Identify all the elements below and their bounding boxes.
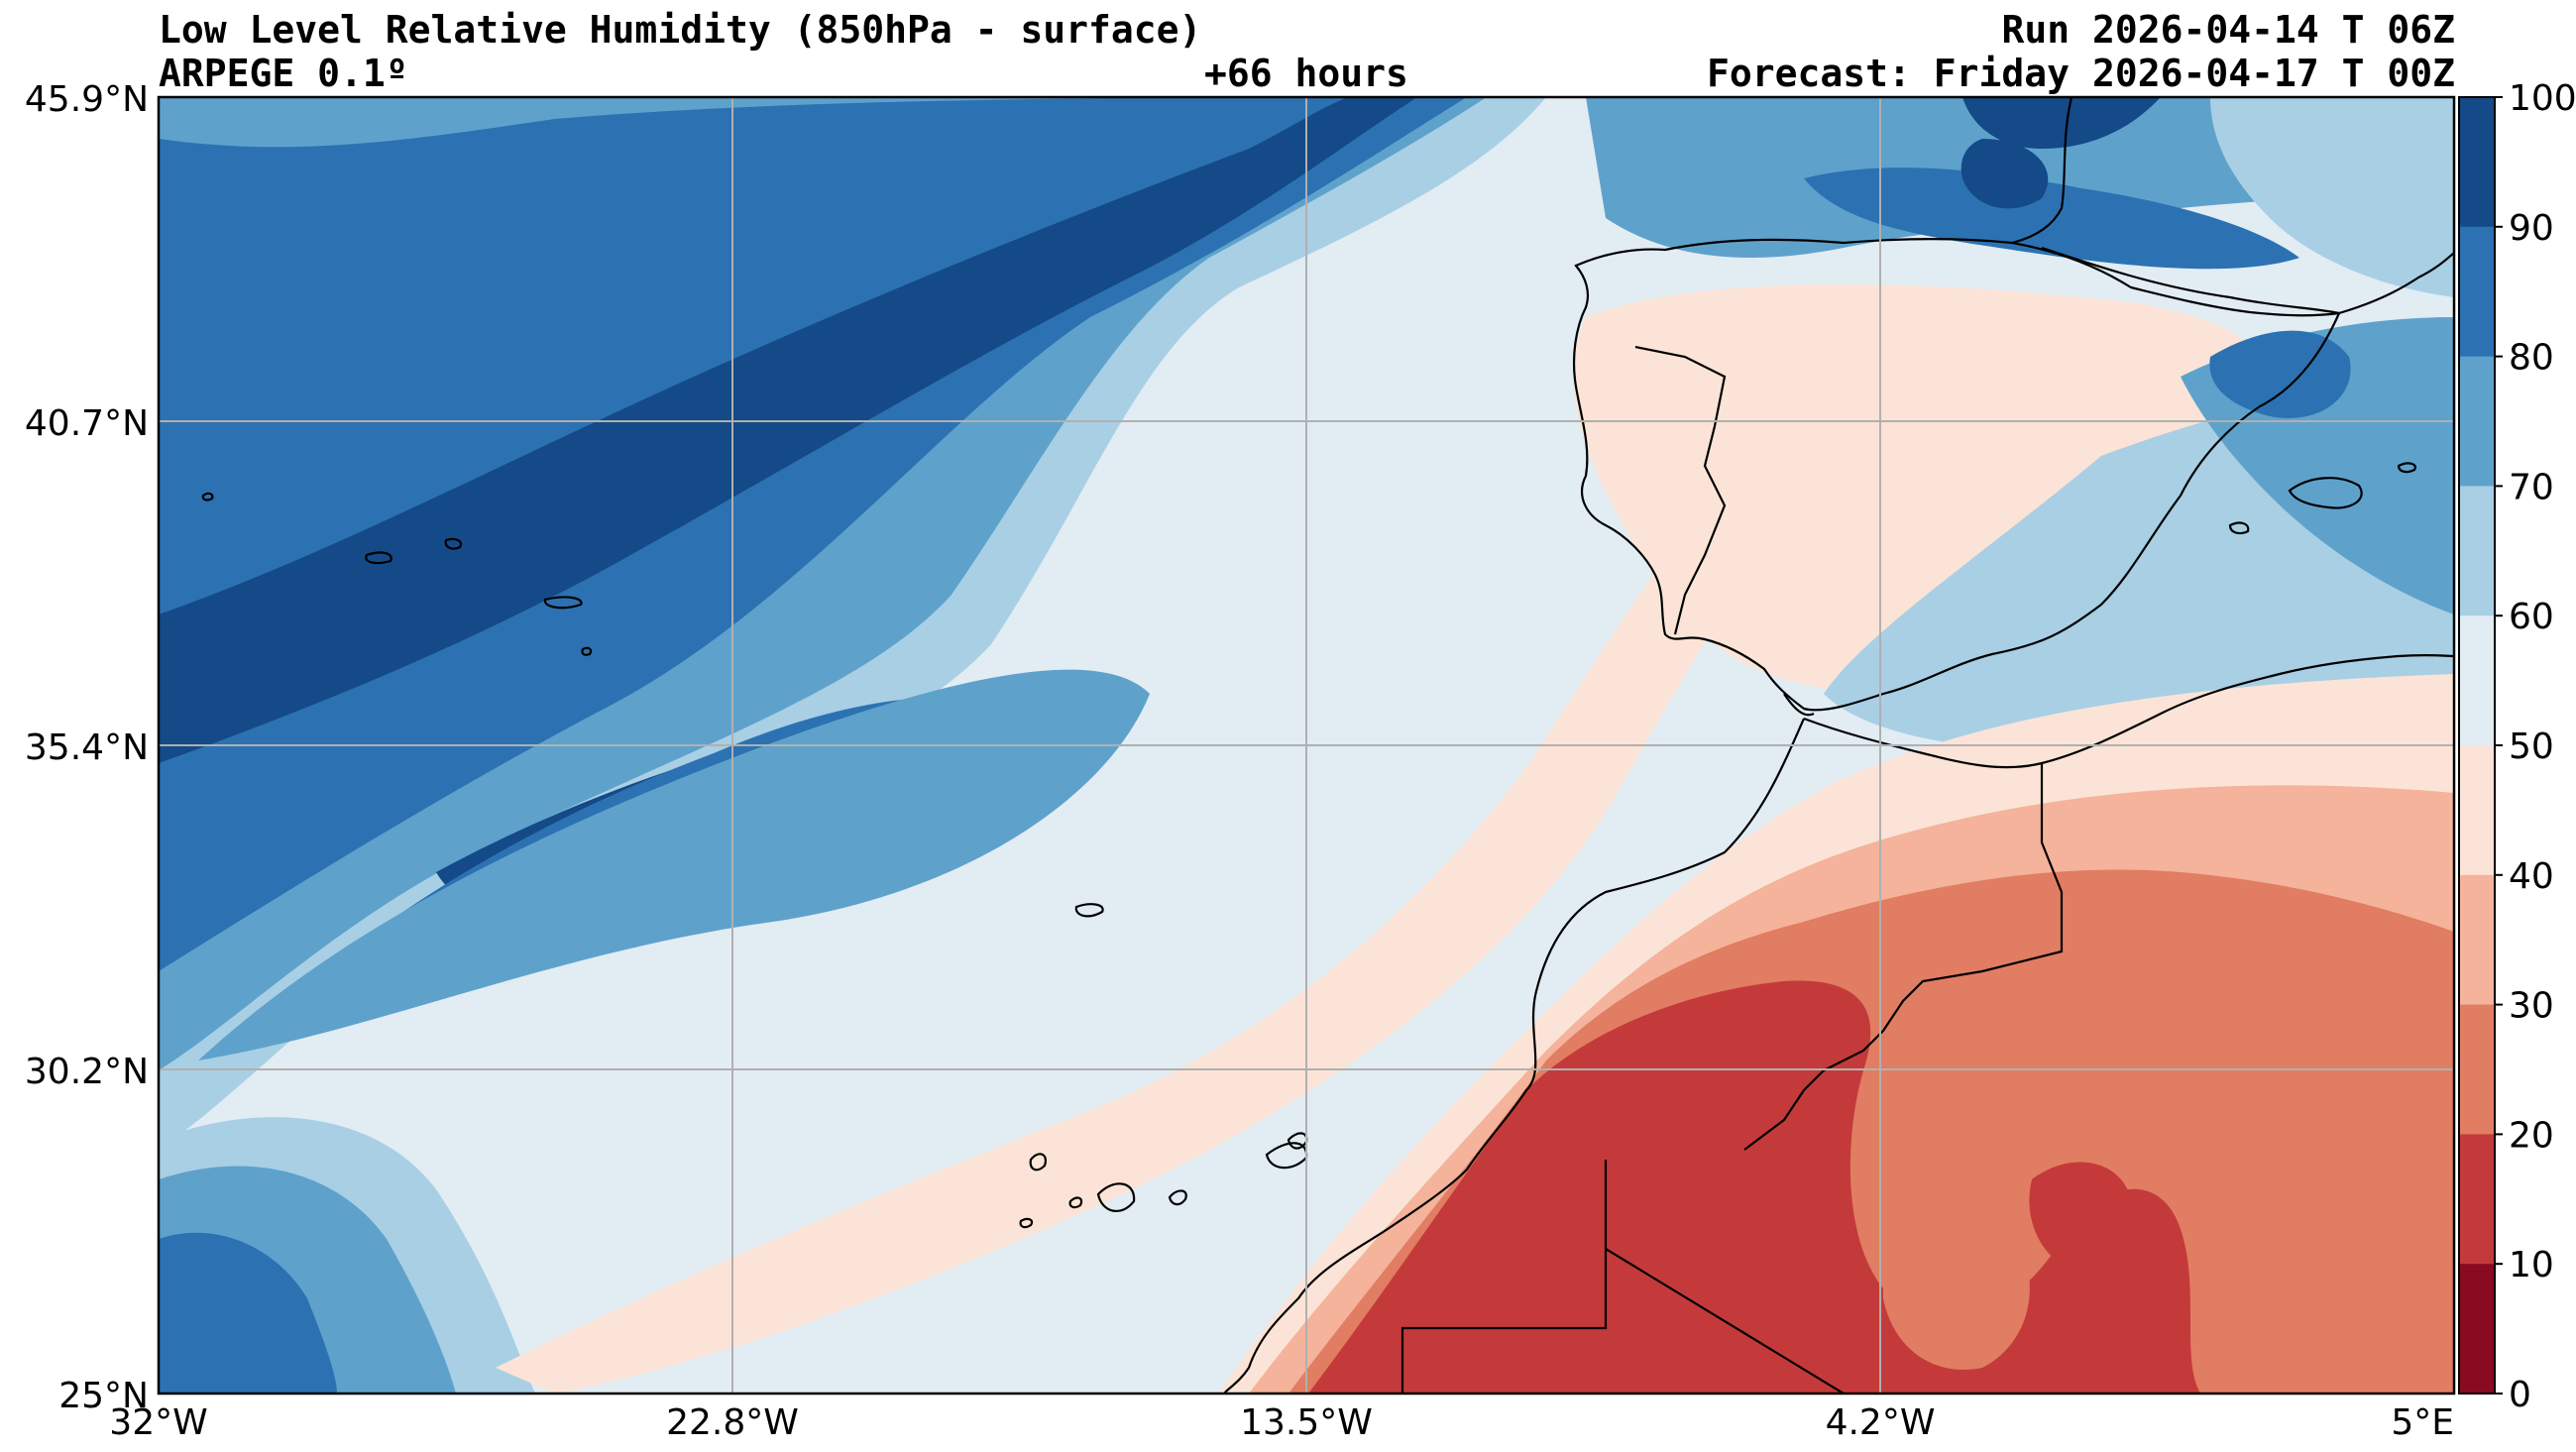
lon-tick-4: 4.2°W xyxy=(1826,1402,1936,1443)
portugal-border xyxy=(1634,345,1727,635)
azores-1 xyxy=(365,551,392,565)
lat-tick-1: 45.9°N xyxy=(25,79,149,120)
band-90-100-france xyxy=(1960,139,2049,209)
band-80-90-mediterranean xyxy=(2209,330,2351,418)
colorbar-label: 80 xyxy=(2509,338,2554,379)
colorbar-label: 90 xyxy=(2509,208,2554,249)
mallorca xyxy=(2288,477,2363,509)
band-80-90-biscay xyxy=(1804,168,2299,270)
azores-4 xyxy=(201,492,214,502)
pyrenees-border xyxy=(2041,246,2340,315)
colorbar-band-0-10 xyxy=(2459,1264,2495,1395)
lon-tick-5: 5°E xyxy=(2391,1402,2454,1443)
colorbar-band-20-30 xyxy=(2459,1004,2495,1135)
western-sahara-border xyxy=(1400,1160,1608,1394)
lat-tick-4: 30.2°N xyxy=(25,1052,149,1092)
western-sahara-east xyxy=(1605,1248,1845,1394)
ibiza xyxy=(2228,521,2250,535)
colorbar-label: 30 xyxy=(2509,986,2554,1027)
lat-tick-5: 25°N xyxy=(58,1376,149,1416)
run-label: Run 2026-04-14 T 06Z xyxy=(2001,8,2455,52)
map-frame xyxy=(157,95,2456,1396)
colorbar-label: 100 xyxy=(2509,78,2576,119)
colorbar-band-70-80 xyxy=(2459,356,2495,487)
canary-island-6 xyxy=(1068,1196,1083,1209)
lon-tick-2: 22.8°W xyxy=(666,1402,799,1443)
lon-tick-1: 32°W xyxy=(109,1402,207,1443)
colorbar-band-80-90 xyxy=(2459,226,2495,358)
band-70-80-lower xyxy=(198,669,1150,1061)
colorbar-label: 70 xyxy=(2509,467,2554,507)
north-africa-coast xyxy=(1803,654,2454,769)
canary-island-7 xyxy=(1019,1217,1034,1229)
colorbar-band-10-20 xyxy=(2459,1134,2495,1265)
latitude-axis: 45.9°N 40.7°N 35.4°N 30.2°N 25°N xyxy=(25,79,149,1416)
azores-2 xyxy=(444,537,463,550)
lead-time-label: +66 hours xyxy=(1204,52,1408,95)
colorbar-label: 20 xyxy=(2509,1115,2554,1156)
lat-tick-2: 40.7°N xyxy=(25,403,149,444)
canary-island-3 xyxy=(1168,1189,1187,1206)
menorca xyxy=(2397,462,2416,474)
colorbar-label: 0 xyxy=(2509,1375,2531,1415)
band-80-90-northwest xyxy=(159,97,1467,971)
colorbar-band-60-70 xyxy=(2459,486,2495,616)
morocco-algeria-border xyxy=(1743,763,2064,1151)
azores-3 xyxy=(543,596,583,610)
colorbar-band-50-60 xyxy=(2459,615,2495,746)
longitude-axis: 32°W 22.8°W 13.5°W 4.2°W 5°E xyxy=(109,1402,2454,1443)
gridlines xyxy=(159,97,2454,1394)
band-10-20-africa xyxy=(1308,980,2200,1394)
band-60-70-east xyxy=(2210,97,2454,297)
azores-5 xyxy=(581,646,593,656)
band-90-100-main xyxy=(159,97,1417,763)
band-90-100-biscay xyxy=(1962,97,2161,149)
forecast-label: Forecast: Friday 2026-04-17 T 00Z xyxy=(1707,52,2455,95)
france-coast xyxy=(2011,97,2073,245)
gulf-of-lion xyxy=(2338,252,2454,315)
colorbar-label: 50 xyxy=(2509,726,2554,767)
colorbar-label: 40 xyxy=(2509,856,2554,897)
colorbar-band-30-40 xyxy=(2459,874,2495,1006)
canary-island-5 xyxy=(1029,1153,1047,1172)
gibraltar-strait xyxy=(1783,693,1815,717)
madeira xyxy=(1074,903,1104,918)
iberia-coast xyxy=(1572,238,2341,712)
band-10-20-interior xyxy=(2029,1162,2133,1271)
colorbar-band-40-50 xyxy=(2459,745,2495,876)
colorbar-label: 10 xyxy=(2509,1245,2554,1285)
colorbar-label: 60 xyxy=(2509,597,2554,637)
canary-island-4 xyxy=(1096,1182,1136,1212)
band-80-90-southwest xyxy=(159,1232,337,1394)
lat-tick-3: 35.4°N xyxy=(25,727,149,768)
colorbar-band-90-100 xyxy=(2459,97,2495,228)
coastlines xyxy=(1223,97,2454,1394)
map-title: Low Level Relative Humidity (850hPa - su… xyxy=(159,8,1202,52)
morocco-coast xyxy=(1223,718,1806,1394)
model-label: ARPEGE 0.1º xyxy=(159,52,408,95)
lon-tick-3: 13.5°W xyxy=(1240,1402,1373,1443)
band-20-30-african-pocket xyxy=(1883,1202,2030,1370)
